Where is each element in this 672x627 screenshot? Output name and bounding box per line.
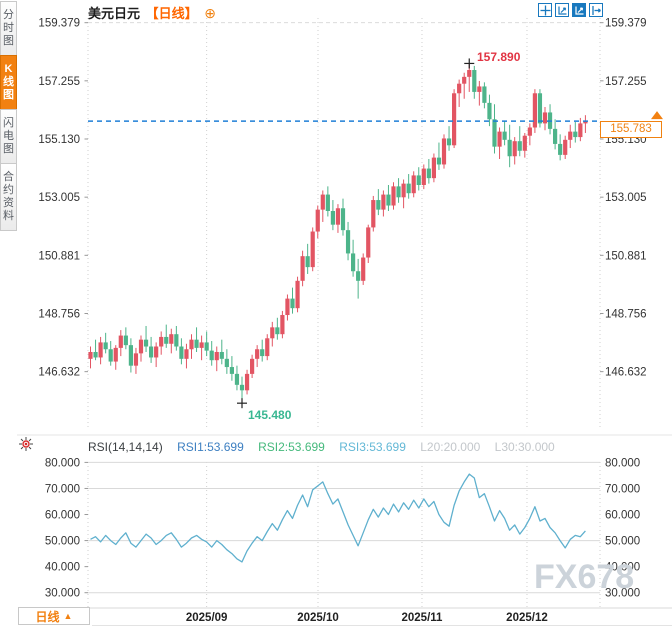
rsi1-value: RSI1:53.699	[177, 440, 244, 454]
svg-text:146.632: 146.632	[38, 367, 80, 379]
annotation-markers	[237, 58, 475, 409]
svg-text:30.000: 30.000	[605, 588, 640, 600]
sidebar-item-timeline-chart[interactable]: 分时图	[0, 1, 17, 56]
svg-text:50.000: 50.000	[45, 536, 80, 548]
svg-text:148.756: 148.756	[38, 308, 80, 320]
exit-chart-icon[interactable]	[589, 3, 603, 17]
svg-text:155.130: 155.130	[38, 134, 80, 146]
svg-text:80.000: 80.000	[605, 457, 640, 469]
svg-text:50.000: 50.000	[605, 536, 640, 548]
period-label: 【日线】	[145, 6, 198, 21]
add-indicator-icon[interactable]: ⊕	[204, 5, 217, 21]
svg-text:157.255: 157.255	[38, 76, 80, 88]
svg-text:60.000: 60.000	[45, 510, 80, 522]
svg-text:153.005: 153.005	[605, 192, 647, 204]
zoom-y-icon[interactable]	[572, 3, 586, 17]
indicator-settings-icon[interactable]	[18, 436, 34, 452]
zoom-x-icon[interactable]	[555, 3, 569, 17]
rsi-l20-value: L20:20.000	[420, 440, 481, 454]
svg-text:40.000: 40.000	[605, 562, 640, 574]
svg-text:150.881: 150.881	[38, 250, 80, 262]
svg-text:150.881: 150.881	[605, 250, 647, 262]
chart-title: 美元日元 【日线】 ⊕	[88, 3, 216, 22]
chart-toolbar	[538, 3, 603, 17]
svg-text:146.632: 146.632	[605, 367, 647, 379]
svg-text:157.255: 157.255	[605, 76, 647, 88]
gridlines	[17, 18, 672, 626]
svg-text:159.379: 159.379	[38, 18, 80, 30]
low-price-annotation: 145.480	[248, 408, 292, 422]
svg-text:80.000: 80.000	[45, 457, 80, 469]
svg-text:148.756: 148.756	[605, 308, 647, 320]
svg-text:153.005: 153.005	[38, 192, 80, 204]
svg-text:2025/12: 2025/12	[506, 612, 548, 624]
sidebar-item-tick-chart[interactable]: 闪电图	[0, 109, 17, 164]
rsi-name: RSI(14,14,14)	[88, 440, 163, 454]
svg-text:70.000: 70.000	[605, 483, 640, 495]
svg-text:159.379: 159.379	[605, 18, 647, 30]
high-price-annotation: 157.890	[477, 50, 521, 64]
svg-text:30.000: 30.000	[45, 588, 80, 600]
watermark-logo: FX678	[534, 558, 635, 596]
period-tab-label: 日线	[35, 609, 60, 624]
sidebar-item-contract-info[interactable]: 合约资料	[0, 163, 17, 231]
svg-text:2025/09: 2025/09	[186, 612, 228, 624]
rsi-line	[90, 473, 586, 563]
rsi-l30-value: L30:30.000	[494, 440, 555, 454]
candles	[88, 63, 588, 404]
scroll-to-latest-icon[interactable]	[651, 111, 663, 120]
svg-text:60.000: 60.000	[605, 510, 640, 522]
chart-type-sidebar: 分时图 K线图 闪电图 合约资料	[0, 0, 17, 627]
symbol-name: 美元日元	[88, 6, 141, 21]
x-axis-labels: 2025/09 2025/10 2025/11 2025/12	[186, 612, 548, 624]
rsi2-value: RSI2:53.699	[258, 440, 325, 454]
last-price-tag: 155.783	[600, 121, 662, 138]
rsi-indicator-header: RSI(14,14,14) RSI1:53.699 RSI2:53.699 RS…	[88, 440, 566, 454]
rsi3-value: RSI3:53.699	[339, 440, 406, 454]
chevron-up-icon: ▲	[63, 610, 73, 621]
svg-text:40.000: 40.000	[45, 562, 80, 574]
svg-text:70.000: 70.000	[45, 483, 80, 495]
svg-text:2025/10: 2025/10	[297, 612, 339, 624]
svg-text:2025/11: 2025/11	[402, 612, 444, 624]
sidebar-item-candle-chart[interactable]: K线图	[0, 55, 17, 110]
period-tab-daily[interactable]: 日线 ▲	[18, 607, 90, 625]
crosshair-icon[interactable]	[538, 3, 552, 17]
